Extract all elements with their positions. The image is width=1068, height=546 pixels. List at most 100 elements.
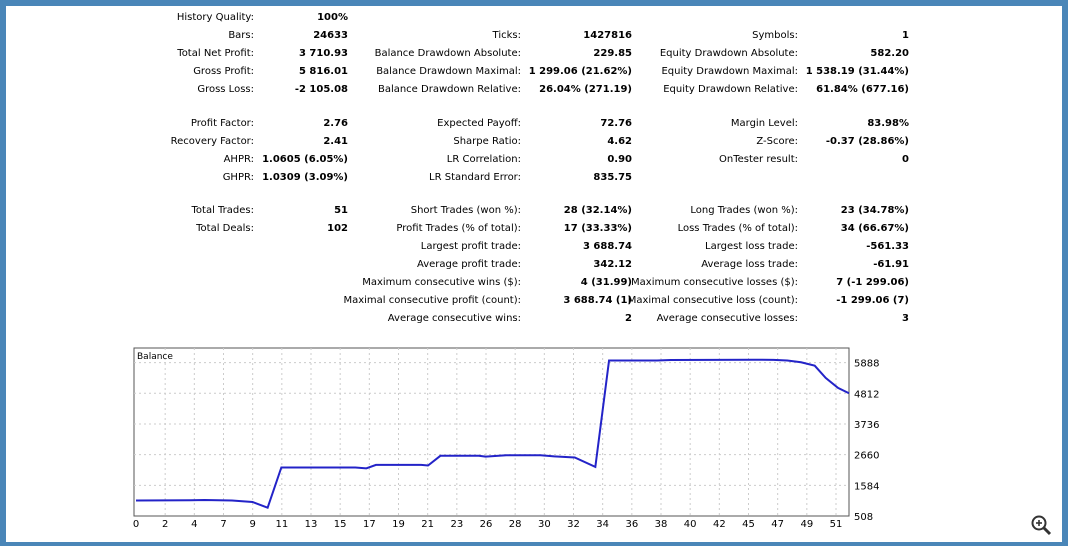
stat-value: 835.75 [593, 172, 632, 183]
stat-value: 1 299.06 (21.62%) [528, 66, 632, 77]
stat-label: Balance Drawdown Absolute: [374, 48, 521, 59]
stats-row: GHPR: 1.0309 (3.09%) LR Standard Error: 835… [6, 170, 1062, 186]
stat-label: Average consecutive wins: [387, 313, 521, 324]
x-tick-label: 40 [684, 519, 697, 530]
stat-value: 1.0605 (6.05%) [262, 154, 348, 165]
stat-label: Short Trades (won %): [410, 205, 521, 216]
stat-value: 3 [902, 313, 909, 324]
stat-value: 2 [625, 313, 632, 324]
stat-value: 1 [902, 30, 909, 41]
stat-label: Loss Trades (% of total): [677, 223, 798, 234]
y-tick-label: 4812 [854, 389, 879, 400]
x-tick-label: 47 [771, 519, 784, 530]
stats-row: Recovery Factor: 2.41 Sharpe Ratio: 4.62 Z-S… [6, 134, 1062, 150]
stat-value: 582.20 [870, 48, 909, 59]
stats-row: Average profit trade: 342.12 Average loss … [6, 257, 1062, 273]
x-tick-label: 21 [421, 519, 434, 530]
stat-label: Z-Score: [756, 136, 798, 147]
stat-value: 3 688.74 [582, 241, 632, 252]
x-tick-label: 32 [567, 519, 580, 530]
x-tick-label: 17 [363, 519, 376, 530]
stat-value: 72.76 [600, 118, 632, 129]
stat-label: Ticks: [492, 30, 521, 41]
stat-value: 61.84% (677.16) [816, 84, 909, 95]
x-tick-label: 0 [133, 519, 139, 530]
stat-value: 1.0309 (3.09%) [262, 172, 348, 183]
y-tick-label: 508 [854, 512, 873, 523]
stat-value: 17 (33.33%) [563, 223, 632, 234]
stat-value: 4 (31.99) [580, 277, 632, 288]
stat-label: Maximal consecutive profit (count): [343, 295, 521, 306]
x-tick-label: 13 [305, 519, 318, 530]
x-tick-label: 30 [538, 519, 551, 530]
stat-value: -561.33 [866, 241, 909, 252]
stats-row: History Quality: 100% [6, 10, 1062, 26]
x-tick-label: 36 [625, 519, 638, 530]
y-tick-label: 3736 [854, 420, 879, 431]
stat-value: 34 (66.67%) [840, 223, 909, 234]
stat-value: 102 [327, 223, 348, 234]
stat-label: LR Standard Error: [429, 172, 521, 183]
y-tick-label: 2660 [854, 451, 879, 462]
stat-value: 5 816.01 [298, 66, 348, 77]
x-tick-label: 19 [392, 519, 405, 530]
stat-value: 229.85 [593, 48, 632, 59]
stat-value: 51 [334, 205, 348, 216]
stat-label: Expected Payoff: [437, 118, 521, 129]
report-panel: History Quality: 100% Bars: 24633 Ticks: 1427… [6, 6, 1062, 542]
x-tick-label: 15 [334, 519, 347, 530]
x-tick-label: 34 [596, 519, 609, 530]
stat-value: 23 (34.78%) [840, 205, 909, 216]
magnifier-plus-icon [1031, 515, 1052, 536]
zoom-in-button[interactable] [1030, 514, 1052, 536]
x-tick-label: 9 [249, 519, 255, 530]
stat-label: Long Trades (won %): [690, 205, 798, 216]
stats-row: Total Trades: 51 Short Trades (won %): 28 (… [6, 203, 1062, 219]
stat-label: Balance Drawdown Relative: [377, 84, 521, 95]
stat-value: -1 299.06 (7) [836, 295, 909, 306]
stat-label: Average profit trade: [416, 259, 521, 270]
stat-value: -0.37 (28.86%) [825, 136, 909, 147]
stats-row: Largest profit trade: 3 688.74 Largest los… [6, 239, 1062, 255]
stats-row: Maximum consecutive wins ($): 4 (31.99) Ma… [6, 275, 1062, 291]
x-tick-label: 49 [800, 519, 813, 530]
stat-value: -2 105.08 [294, 84, 348, 95]
stat-label: Total Trades: [191, 205, 255, 216]
stats-row: Total Deals: 102 Profit Trades (% of total… [6, 221, 1062, 237]
stat-label: Equity Drawdown Absolute: [659, 48, 798, 59]
stats-row: Profit Factor: 2.76 Expected Payoff: 72.76 M… [6, 116, 1062, 132]
stat-label: Equity Drawdown Relative: [663, 84, 798, 95]
stat-label: Equity Drawdown Maximal: [661, 66, 798, 77]
stat-label: Maximal consecutive loss (count): [627, 295, 798, 306]
stats-row: Bars: 24633 Ticks: 1427816 Symbols: 1 [6, 28, 1062, 44]
x-tick-label: 23 [450, 519, 463, 530]
stat-label: OnTester result: [718, 154, 798, 165]
x-tick-label: 45 [742, 519, 755, 530]
stat-label: Largest loss trade: [705, 241, 798, 252]
x-tick-label: 2 [162, 519, 168, 530]
stat-value: 26.04% (271.19) [539, 84, 632, 95]
x-tick-label: 38 [655, 519, 668, 530]
stat-label: Sharpe Ratio: [453, 136, 521, 147]
balance-chart: 0 2 4 7 9 11 13 15 17 19 21 23 26 28 30 32 34 36 38 40 42 45 4… [133, 347, 879, 530]
stat-value: 3 688.74 (1) [563, 295, 632, 306]
stats-row: Average consecutive wins: 2 Average consec… [6, 311, 1062, 327]
stat-label: Gross Profit: [193, 66, 254, 77]
stat-label: Maximum consecutive wins ($): [362, 277, 521, 288]
stats-row: Gross Profit: 5 816.01 Balance Drawdown Ma… [6, 64, 1062, 80]
x-tick-label: 4 [191, 519, 197, 530]
stat-label: GHPR: [222, 172, 254, 183]
stat-value: -61.91 [873, 259, 909, 270]
stat-value: 24633 [313, 30, 348, 41]
stat-value: 1 538.19 (31.44%) [805, 66, 909, 77]
stat-label: Margin Level: [730, 118, 798, 129]
stats-row: AHPR: 1.0605 (6.05%) LR Correlation: 0.90 On… [6, 152, 1062, 168]
y-tick-label: 1584 [854, 481, 879, 492]
stat-label: History Quality: [176, 12, 254, 23]
x-tick-label: 11 [275, 519, 288, 530]
stat-label: Profit Trades (% of total): [396, 223, 521, 234]
stat-value: 0 [902, 154, 909, 165]
stat-value: 4.62 [607, 136, 632, 147]
stat-value: 83.98% [867, 118, 909, 129]
y-tick-label: 5888 [854, 359, 879, 370]
